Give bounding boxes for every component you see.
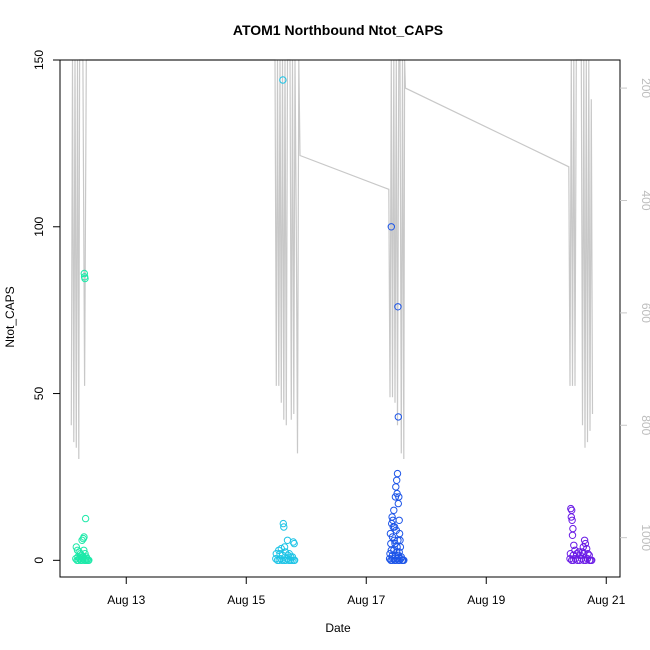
data-point-series-4	[568, 531, 577, 539]
data-point-series-1	[80, 269, 89, 278]
depth-trace-line	[70, 59, 594, 460]
data-point-series-3	[392, 483, 400, 491]
data-point-series-1	[74, 553, 82, 561]
data-point-series-3	[395, 556, 404, 564]
x-tick-label: Aug 19	[467, 593, 505, 607]
data-point-series-1	[81, 274, 89, 283]
y2-axis: 200 400 600 800 1000	[620, 78, 650, 551]
data-point-series-3	[394, 499, 402, 508]
y2-tick-label: 1000	[639, 524, 650, 551]
data-point-series-2	[289, 538, 297, 546]
data-point-series-4	[580, 556, 588, 564]
data-point-series-2	[280, 523, 288, 531]
data-point-series-2	[290, 556, 299, 564]
data-point-series-3	[393, 476, 401, 484]
y-tick-label: 50	[32, 387, 46, 401]
data-point-series-4	[569, 524, 577, 533]
y-tick-label: 150	[32, 50, 46, 70]
x-axis-label: Date	[325, 621, 351, 635]
data-point-series-2	[279, 519, 287, 528]
data-point-series-2	[290, 539, 298, 548]
data-point-series-3	[394, 413, 402, 421]
y-tick-label: 100	[32, 216, 46, 236]
data-point-series-4	[567, 513, 575, 521]
data-point-series-3	[391, 493, 400, 501]
y2-tick-label: 200	[639, 78, 650, 98]
y2-tick-label: 400	[639, 190, 650, 210]
data-point-series-4	[570, 541, 578, 549]
data-point-series-3	[387, 223, 395, 231]
points-layer	[72, 76, 596, 564]
y2-tick-label: 600	[639, 303, 650, 323]
x-tick-label: Aug 21	[587, 593, 625, 607]
data-point-series-4	[584, 550, 592, 558]
x-axis: Aug 13 Aug 15 Aug 17 Aug 19 Aug 21	[107, 577, 626, 607]
x-tick-label: Aug 13	[107, 593, 145, 607]
y-axis: 0 50 100 150	[32, 50, 60, 564]
depth-trace-layer	[70, 59, 594, 460]
data-point-series-4	[588, 556, 596, 564]
data-point-series-3	[400, 556, 408, 564]
plot-frame	[59, 59, 621, 578]
chart-title: ATOM1 Northbound Ntot_CAPS	[233, 22, 443, 38]
y2-tick-label: 800	[639, 415, 650, 435]
data-point-series-1	[79, 534, 88, 543]
data-point-series-3	[393, 469, 402, 478]
data-point-series-4	[578, 555, 586, 563]
data-point-series-1	[78, 536, 86, 544]
data-point-series-4	[568, 516, 576, 524]
y-tick-label: 0	[32, 557, 46, 564]
data-point-series-3	[390, 506, 398, 514]
data-point-series-3	[387, 546, 395, 554]
data-point-series-3	[394, 303, 402, 311]
data-point-series-3	[395, 516, 403, 524]
data-point-series-1	[79, 553, 88, 561]
data-point-series-3	[396, 543, 405, 551]
data-point-series-1	[82, 553, 91, 561]
data-point-series-4	[580, 536, 589, 544]
data-point-series-2	[279, 76, 287, 84]
x-tick-label: Aug 15	[227, 593, 265, 607]
data-point-series-1	[81, 514, 90, 523]
x-tick-label: Aug 17	[347, 593, 385, 607]
y-axis-label: Ntot_CAPS	[3, 286, 17, 347]
